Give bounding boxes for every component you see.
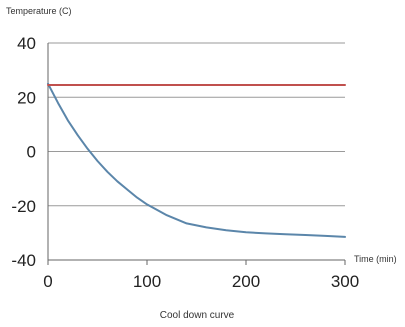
- y-axis-title: Temperature (C): [6, 6, 72, 16]
- y-tick-label: 40: [17, 34, 36, 53]
- chart-title: Cool down curve: [160, 310, 235, 321]
- x-tick-label: 200: [232, 272, 260, 291]
- series-group: [47, 82, 346, 238]
- y-tick-label: -40: [11, 251, 36, 270]
- axes: [47, 43, 346, 265]
- x-axis-title: Time (min): [354, 254, 397, 264]
- y-tick-label: 20: [17, 88, 36, 107]
- y-tick-label: 0: [27, 143, 36, 162]
- series-line-1: [47, 82, 346, 238]
- y-tick-label: -20: [11, 197, 36, 216]
- x-tick-label: 300: [331, 272, 359, 291]
- x-tick-label: 100: [133, 272, 161, 291]
- x-tick-label: 0: [43, 272, 52, 291]
- grid-lines: [48, 42, 345, 207]
